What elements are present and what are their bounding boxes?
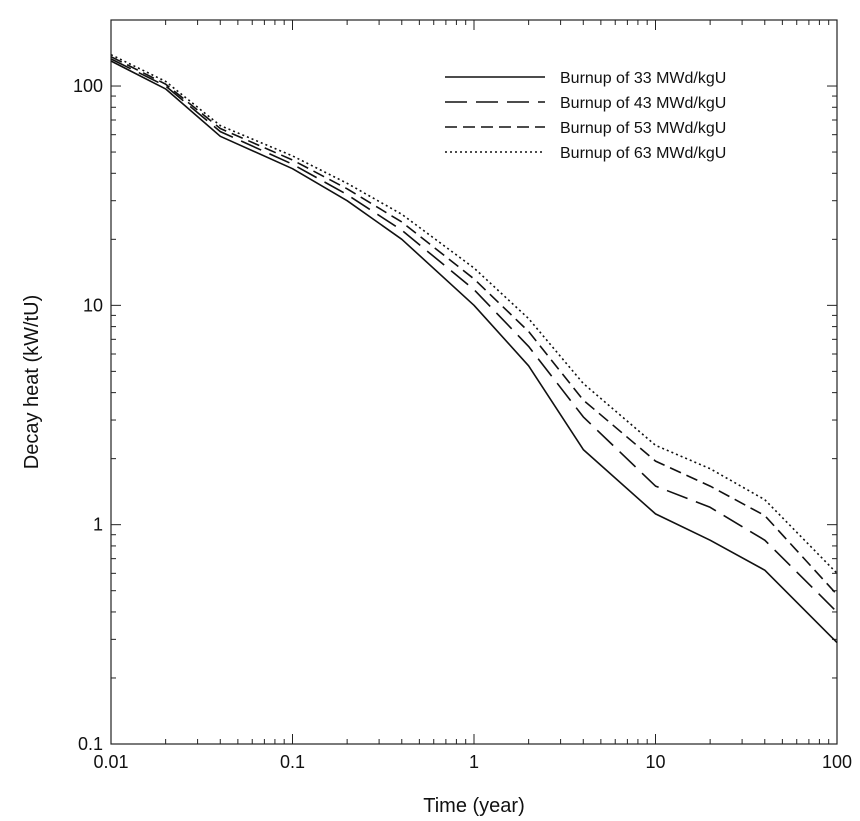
series-line-3 bbox=[110, 55, 838, 596]
y-tick-label: 10 bbox=[83, 295, 103, 315]
legend-label-1: Burnup of 33 MWd/kgU bbox=[560, 70, 726, 87]
legend: Burnup of 33 MWd/kgU Burnup of 43 MWd/kgU… bbox=[445, 70, 726, 162]
x-tick-label: 100 bbox=[822, 752, 852, 772]
series-line-4 bbox=[110, 53, 838, 574]
legend-label-3: Burnup of 53 MWd/kgU bbox=[560, 120, 726, 137]
x-tick-label: 1 bbox=[469, 752, 479, 772]
tick-marks bbox=[110, 19, 838, 745]
y-axis-title: Decay heat (kW/tU) bbox=[21, 295, 43, 469]
x-tick-label: 10 bbox=[645, 752, 665, 772]
x-axis-title: Time (year) bbox=[423, 795, 524, 817]
series-line-1 bbox=[110, 60, 838, 644]
x-tick-label: 0.01 bbox=[93, 752, 128, 772]
y-tick-label: 0.1 bbox=[78, 734, 103, 754]
legend-label-4: Burnup of 63 MWd/kgU bbox=[560, 145, 726, 162]
x-tick-label: 0.1 bbox=[280, 752, 305, 772]
series-lines bbox=[110, 53, 838, 644]
legend-label-2: Burnup of 43 MWd/kgU bbox=[560, 95, 726, 112]
y-tick-label: 100 bbox=[73, 76, 103, 96]
y-tick-label: 1 bbox=[93, 515, 103, 535]
series-line-2 bbox=[110, 58, 838, 613]
